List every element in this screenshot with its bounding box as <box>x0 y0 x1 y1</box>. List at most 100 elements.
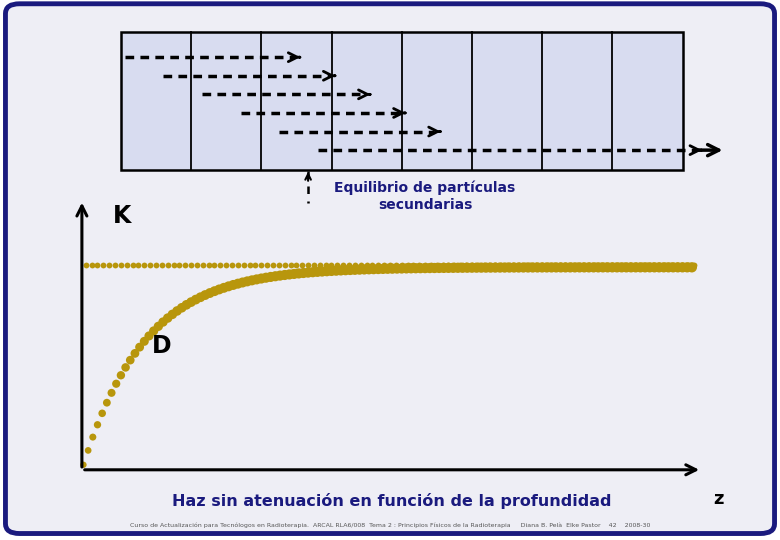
Point <box>601 263 614 272</box>
Point <box>494 263 506 272</box>
Point <box>264 273 277 281</box>
Point <box>236 278 249 287</box>
Point <box>194 293 207 301</box>
Text: D: D <box>152 334 172 357</box>
Point <box>138 260 151 269</box>
Point <box>647 260 659 269</box>
Point <box>410 264 422 273</box>
Point <box>471 260 484 269</box>
Point <box>461 264 473 272</box>
Point <box>686 263 698 272</box>
Point <box>161 314 174 322</box>
Point <box>530 260 542 269</box>
Point <box>424 260 437 269</box>
Point <box>506 260 519 269</box>
Point <box>243 260 256 269</box>
Point <box>138 337 151 346</box>
Point <box>414 264 427 273</box>
Point <box>91 421 104 429</box>
Point <box>629 260 642 269</box>
Point <box>339 266 352 274</box>
Point <box>466 264 478 272</box>
Point <box>197 260 209 269</box>
Point <box>82 446 94 455</box>
Point <box>672 263 684 272</box>
Point <box>501 260 513 269</box>
Point <box>682 260 694 269</box>
Point <box>648 263 661 272</box>
Point <box>143 332 155 340</box>
Point <box>594 260 607 269</box>
Point <box>302 268 314 277</box>
Point <box>179 260 191 269</box>
Point <box>395 260 408 269</box>
Point <box>367 265 380 273</box>
Point <box>419 260 431 269</box>
Point <box>344 266 356 274</box>
Point <box>576 260 589 269</box>
Point <box>466 260 478 269</box>
Point <box>311 267 324 276</box>
Point <box>641 260 654 269</box>
Point <box>681 263 693 272</box>
Point <box>185 298 197 306</box>
Point <box>644 263 656 272</box>
Point <box>634 263 647 272</box>
Point <box>550 263 562 272</box>
Point <box>288 269 300 278</box>
Point <box>190 295 202 304</box>
Point <box>600 260 612 269</box>
Point <box>246 276 258 285</box>
Text: Equilibrio de partículas
secundarias: Equilibrio de partículas secundarias <box>335 181 516 212</box>
Point <box>433 264 445 272</box>
Point <box>85 260 98 269</box>
Point <box>559 260 572 269</box>
Point <box>470 264 483 272</box>
Point <box>297 269 310 278</box>
Point <box>349 266 361 274</box>
Point <box>587 263 600 272</box>
FancyBboxPatch shape <box>5 4 775 534</box>
Point <box>296 260 308 269</box>
Point <box>676 260 689 269</box>
Point <box>611 263 623 272</box>
Point <box>484 264 497 272</box>
Point <box>386 265 399 273</box>
Point <box>508 263 520 272</box>
Point <box>335 266 347 275</box>
Point <box>155 260 168 269</box>
Point <box>278 260 291 269</box>
Point <box>321 267 333 275</box>
Point <box>606 263 619 272</box>
Point <box>260 273 272 282</box>
Point <box>480 264 492 272</box>
Point <box>101 399 113 407</box>
Point <box>180 301 193 309</box>
Point <box>120 260 133 269</box>
Point <box>442 260 455 269</box>
Point <box>249 260 261 269</box>
Point <box>495 260 507 269</box>
Point <box>662 263 675 272</box>
Point <box>199 291 211 299</box>
Point <box>548 260 560 269</box>
Point <box>360 260 373 269</box>
Point <box>667 263 679 272</box>
Point <box>316 267 328 276</box>
Point <box>272 260 285 269</box>
Point <box>126 260 139 269</box>
Point <box>639 263 651 272</box>
Text: z: z <box>714 490 724 509</box>
Point <box>307 268 319 276</box>
Point <box>255 260 268 269</box>
Point <box>676 263 689 272</box>
Point <box>452 264 464 272</box>
Point <box>161 260 174 269</box>
Point <box>372 260 385 269</box>
Point <box>436 260 448 269</box>
Point <box>292 269 305 278</box>
Point <box>526 263 539 272</box>
Point <box>363 265 375 274</box>
Point <box>498 263 511 272</box>
Point <box>377 265 389 273</box>
